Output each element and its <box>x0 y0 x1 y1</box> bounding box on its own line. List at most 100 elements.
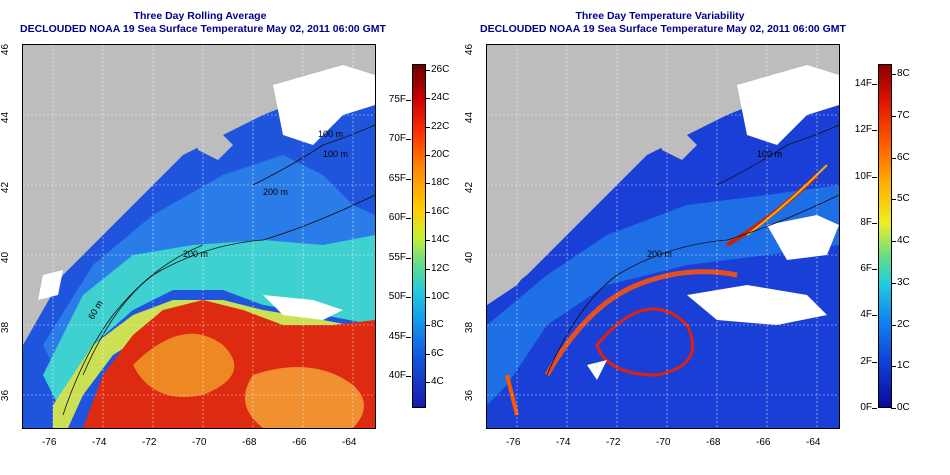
left-cb-f-label: 60F <box>388 212 406 224</box>
right-colorbar <box>878 64 892 408</box>
right-cb-c-tick-mark <box>891 115 896 117</box>
right-cb-f-label: 0F <box>860 402 872 413</box>
right-cloud-2 <box>687 285 827 325</box>
right-cb-c-tick-mark <box>891 408 896 409</box>
right-contour-label-1: 100 m <box>757 149 782 159</box>
right-cb-f-tick-mark <box>872 222 877 224</box>
left-cb-c-tick-mark <box>425 98 430 100</box>
left-x-tick-70: -70 <box>192 437 207 448</box>
right-cb-c-tick-mark <box>891 366 896 368</box>
left-title-line2: DECLOUDED NOAA 19 Sea Surface Temperatur… <box>20 23 386 35</box>
right-cb-f-label: 6F <box>860 263 872 275</box>
left-cb-c-tick-mark <box>425 268 430 270</box>
right-cb-c-label: 5C <box>897 193 910 205</box>
left-cb-c-tick-mark <box>425 183 430 185</box>
left-title: Three Day Rolling Average DECLOUDED NOAA… <box>20 10 386 36</box>
right-gulf-front <box>544 269 738 377</box>
right-cloud-4 <box>587 360 607 380</box>
right-gridlines <box>487 45 839 428</box>
left-cb-f-label: 65F <box>388 172 406 184</box>
left-cb-f-tick-mark <box>406 218 411 220</box>
left-cb-c-label: 14C <box>431 234 450 246</box>
right-title: Three Day Temperature Variability DECLOU… <box>480 10 846 36</box>
right-cb-c-tick-mark <box>891 241 896 242</box>
right-x-tick-72: -72 <box>606 437 621 448</box>
left-cb-c-label: 8C <box>431 319 444 331</box>
left-cb-c-tick-mark <box>425 325 430 327</box>
right-cb-c-label: 6C <box>897 151 910 163</box>
right-cb-c-tick-mark <box>891 157 896 159</box>
left-cb-f-tick-mark <box>406 336 411 338</box>
right-cb-c-tick-mark <box>891 282 896 284</box>
left-title-line1: Three Day Rolling Average <box>133 10 267 22</box>
left-contour-label-2: 200 m <box>183 249 208 259</box>
right-variability-map: 100 m 200 m <box>486 44 840 429</box>
left-sst-map: 100 m 200 m 60 m 100 m 200 m <box>22 44 376 429</box>
left-cb-c-label: 10C <box>431 290 450 302</box>
right-front-3 <box>746 164 828 236</box>
right-y-tick-46: 46 <box>464 43 476 56</box>
left-cloud-2 <box>263 295 343 320</box>
right-cb-c-label: 4C <box>897 235 910 246</box>
right-cb-c-label: 3C <box>897 276 910 288</box>
left-cb-f-tick-mark <box>406 257 411 259</box>
right-contour-200m <box>546 194 839 376</box>
right-cb-f-tick-mark <box>872 269 877 271</box>
right-x-tick-68: -68 <box>706 437 721 448</box>
left-cb-c-label: 18C <box>431 177 450 189</box>
left-cb-f-label: 55F <box>388 251 406 263</box>
right-y-tick-38: 38 <box>464 321 476 334</box>
left-cb-c-label: 4C <box>431 376 444 387</box>
left-y-tick-40: 40 <box>0 251 12 264</box>
left-land-coast <box>23 45 375 305</box>
right-cloud-3 <box>767 215 839 260</box>
right-title-line2: DECLOUDED NOAA 19 Sea Surface Temperatur… <box>480 23 846 35</box>
left-cloud-3 <box>38 270 63 300</box>
right-y-tick-44: 44 <box>464 111 476 124</box>
left-cb-f-tick-mark <box>406 376 411 377</box>
right-cb-f-tick-mark <box>872 408 877 409</box>
left-cb-c-label: 12C <box>431 262 450 274</box>
left-x-tick-64: -64 <box>342 437 357 448</box>
right-cb-f-tick-mark <box>872 361 877 363</box>
left-x-tick-76: -76 <box>42 437 57 448</box>
right-y-tick-42: 42 <box>464 181 476 194</box>
right-cloud-1 <box>737 65 839 145</box>
right-cb-f-label: 12F <box>854 124 872 136</box>
right-cb-f-tick-mark <box>872 176 877 178</box>
left-cb-f-tick-mark <box>406 297 411 299</box>
left-x-tick-68: -68 <box>242 437 257 448</box>
left-cb-c-label: 20C <box>431 149 450 161</box>
left-contour-label-4: 100 m <box>323 149 348 159</box>
left-cb-f-tick-mark <box>406 100 411 101</box>
left-cb-f-tick-mark <box>406 178 411 180</box>
left-cb-f-tick-mark <box>406 139 411 141</box>
left-y-tick-46: 46 <box>0 43 12 56</box>
right-cb-f-tick-mark <box>872 130 877 132</box>
left-cb-f-label: 50F <box>388 291 406 303</box>
right-cb-f-label: 10F <box>854 170 872 182</box>
left-cb-c-label: 22C <box>431 120 450 132</box>
left-contour-60m <box>62 244 204 416</box>
left-contour-100m <box>252 124 375 186</box>
right-cb-f-label: 14F <box>854 78 872 89</box>
left-y-tick-36: 36 <box>0 389 12 402</box>
right-x-tick-74: -74 <box>556 437 571 448</box>
left-cb-c-tick-mark <box>425 353 430 355</box>
left-cb-c-label: 24C <box>431 92 450 104</box>
right-eddy-ring <box>595 307 695 377</box>
right-cb-c-label: 0C <box>897 402 910 413</box>
left-cb-c-label: 6C <box>431 347 444 359</box>
right-cb-c-tick-mark <box>891 74 896 75</box>
right-cb-f-label: 4F <box>860 309 872 321</box>
right-contour-label-2: 200 m <box>647 249 672 259</box>
right-cb-c-label: 8C <box>897 68 910 79</box>
right-x-tick-64: -64 <box>806 437 821 448</box>
right-y-tick-40: 40 <box>464 251 476 264</box>
left-cb-f-label: 75F <box>388 94 406 105</box>
left-y-tick-38: 38 <box>0 321 12 334</box>
right-cb-f-tick-mark <box>872 315 877 317</box>
left-cb-c-tick-mark <box>425 382 430 383</box>
right-y-tick-36: 36 <box>464 389 476 402</box>
left-gridlines <box>23 45 375 428</box>
